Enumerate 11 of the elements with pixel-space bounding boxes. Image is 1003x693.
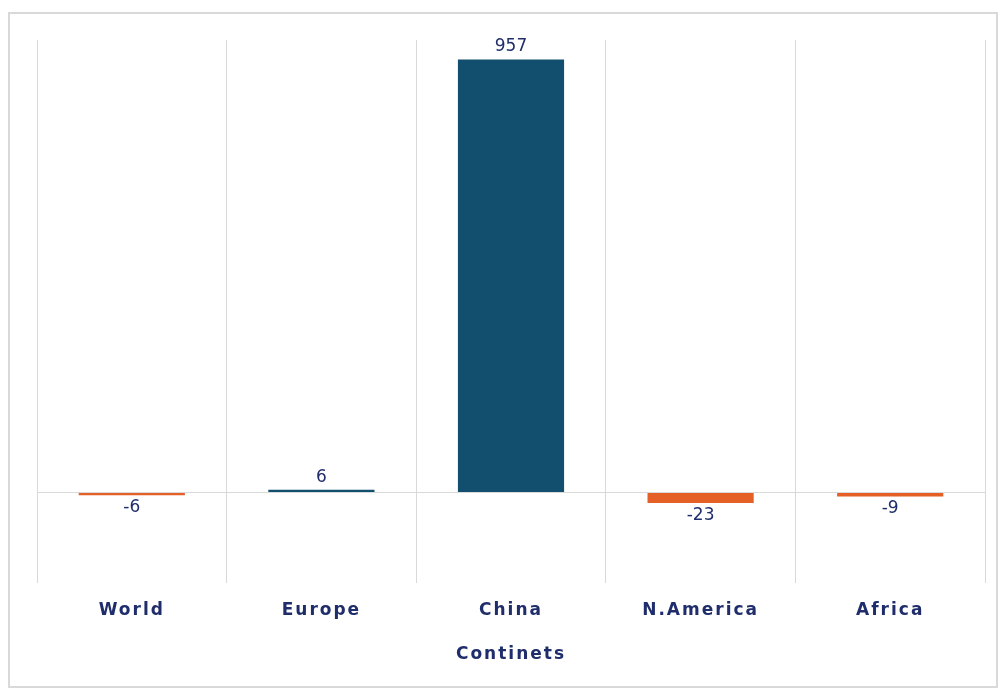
data-label: -23 (686, 503, 715, 524)
data-label: 957 (494, 35, 528, 56)
x-tick-label: Europe (281, 599, 362, 620)
data-label: -9 (881, 497, 899, 518)
data-label: -6 (123, 496, 141, 517)
x-tick-label: Africa (856, 599, 925, 620)
data-label: 6 (315, 465, 327, 486)
x-tick-label: N.America (642, 599, 760, 620)
x-axis-title: Continets (455, 643, 567, 664)
x-tick-label: World (98, 599, 165, 620)
x-tick-label: China (479, 599, 543, 620)
